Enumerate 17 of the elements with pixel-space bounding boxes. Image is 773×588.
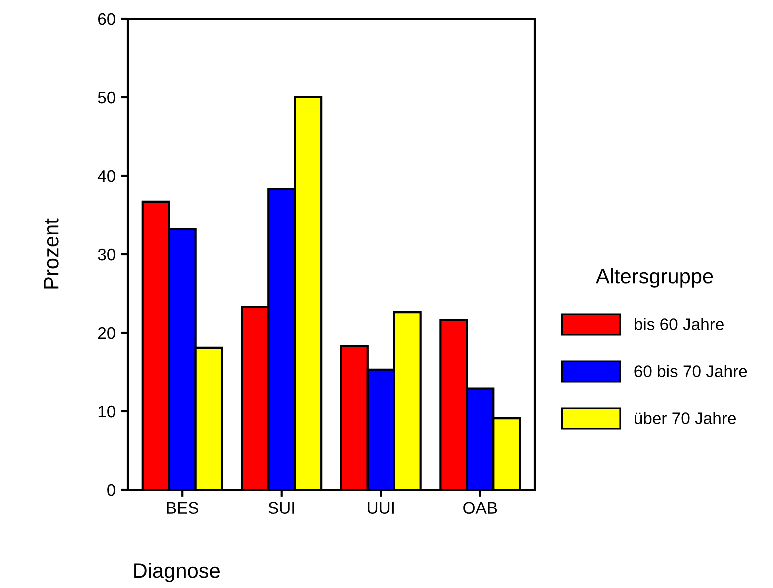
y-tick-label: 50 [98, 92, 116, 104]
x-tick-label: BES [167, 502, 199, 514]
x-tick-label: OAB [464, 502, 498, 514]
legend-label: 60 bis 70 Jahre [634, 365, 748, 378]
y-tick-label: 60 [98, 13, 116, 26]
x-tick-label: SUI [268, 502, 294, 514]
legend-label: bis 60 Jahre [634, 318, 724, 330]
legend-title: Altersgruppe [596, 268, 714, 288]
y-tick-label: 20 [98, 327, 116, 340]
y-tick-label: 40 [98, 170, 116, 182]
y-tick-label: 30 [98, 248, 116, 261]
x-tick-label: UUI [368, 502, 394, 514]
legend-label: über 70 Jahre [635, 412, 736, 424]
y-tick-label: 10 [98, 406, 116, 418]
x-axis-title: Diagnose [134, 563, 220, 582]
y-tick-label: 0 [108, 484, 116, 496]
y-axis-title: Prozent [44, 218, 59, 289]
